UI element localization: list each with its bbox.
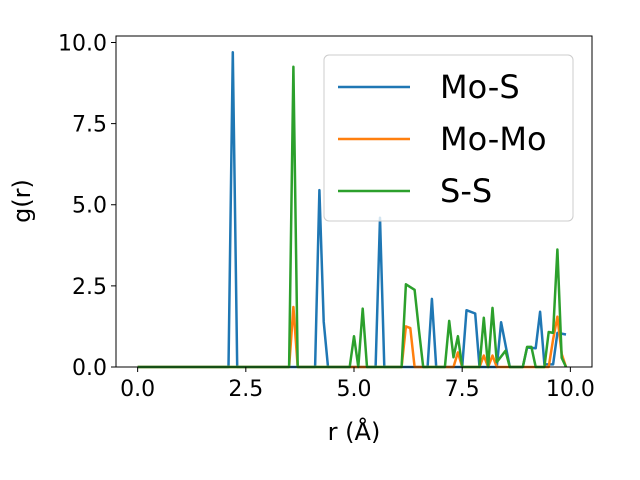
y-axis: 0.0 2.5 5.0 7.5 10.0 [58,31,116,381]
x-axis: 0.0 2.5 5.0 7.5 10.0 [120,367,595,402]
y-tick-label: 0.0 [72,356,107,381]
legend-frame [323,54,574,222]
legend: Mo-S Mo-Mo S-S [323,54,574,222]
x-tick-label: 0.0 [120,377,155,402]
x-tick-label: 2.5 [228,377,263,402]
y-tick-label: 7.5 [72,113,107,138]
legend-label: Mo-Mo [440,120,547,158]
x-tick-label: 7.5 [445,377,480,402]
y-tick-label: 10.0 [58,31,107,56]
x-axis-label: r (Å) [328,417,381,446]
legend-label: Mo-S [440,68,520,106]
x-tick-label: 10.0 [546,377,595,402]
y-axis-label: g(r) [8,179,36,223]
y-tick-label: 2.5 [72,275,107,300]
y-tick-label: 5.0 [72,194,107,219]
legend-label: S-S [440,172,492,210]
x-tick-label: 5.0 [337,377,372,402]
